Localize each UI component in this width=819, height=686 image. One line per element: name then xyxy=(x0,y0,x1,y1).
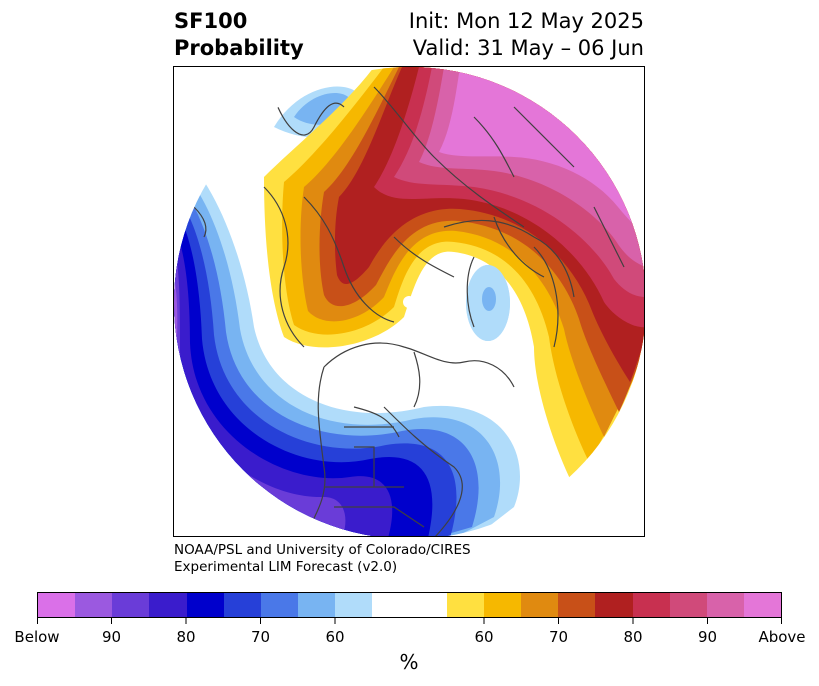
colorbar-swatch xyxy=(521,593,559,617)
colorbar-tick-label: Below xyxy=(14,628,60,646)
colorbar-tick-label: Above xyxy=(758,628,806,646)
init-date: Init: Mon 12 May 2025 xyxy=(408,9,644,33)
colorbar-tick-label: 80 xyxy=(623,628,643,646)
north-pole-marker xyxy=(403,296,415,308)
colorbar-swatch xyxy=(38,593,76,617)
colorbar-swatch xyxy=(446,593,484,617)
colorbar-swatch xyxy=(112,593,150,617)
colorbar-swatch xyxy=(706,593,744,617)
colorbar-swatch xyxy=(669,593,707,617)
colorbar-tick-label: 70 xyxy=(250,628,271,646)
colorbar-swatch xyxy=(149,593,187,617)
colorbar-swatch xyxy=(223,593,261,617)
credit-text: NOAA/PSL and University of Colorado/CIRE… xyxy=(174,542,471,576)
colorbar-swatch xyxy=(335,593,373,617)
colorbar-swatch xyxy=(372,593,410,617)
colorbar-tick-label: 90 xyxy=(101,628,122,646)
colorbar-swatch xyxy=(409,593,447,617)
colorbar-swatch xyxy=(743,593,782,617)
colorbar xyxy=(37,592,782,618)
colorbar-swatch xyxy=(186,593,224,617)
colorbar-tick-label: 90 xyxy=(697,628,718,646)
colorbar-units: % xyxy=(399,650,419,674)
valid-period: Valid: 31 May – 06 Jun xyxy=(412,36,644,60)
probability-map xyxy=(174,67,644,536)
colorbar-swatch xyxy=(632,593,670,617)
colorbar-tick-label: 60 xyxy=(474,628,494,646)
forecast-dates: Init: Mon 12 May 2025 Valid: 31 May – 06… xyxy=(409,8,644,62)
colorbar-swatch xyxy=(483,593,522,617)
colorbar-swatch xyxy=(260,593,299,617)
credit-line-2: Experimental LIM Forecast (v2.0) xyxy=(174,559,398,575)
colorbar-swatch xyxy=(298,593,336,617)
polar-map xyxy=(173,66,645,537)
colorbar-swatch xyxy=(75,593,113,617)
title-line-2: Probability xyxy=(174,36,304,60)
map-title: SF100 Probability xyxy=(174,8,304,62)
credit-line-1: NOAA/PSL and University of Colorado/CIRE… xyxy=(174,542,471,558)
colorbar-swatch xyxy=(595,593,633,617)
colorbar-ticks xyxy=(37,618,782,624)
title-line-1: SF100 xyxy=(174,9,248,33)
colorbar-tick-label: 60 xyxy=(325,628,345,646)
colorbar-tick-label: 70 xyxy=(548,628,569,646)
colorbar-tick-label: 80 xyxy=(176,628,196,646)
colorbar-swatch xyxy=(558,593,596,617)
